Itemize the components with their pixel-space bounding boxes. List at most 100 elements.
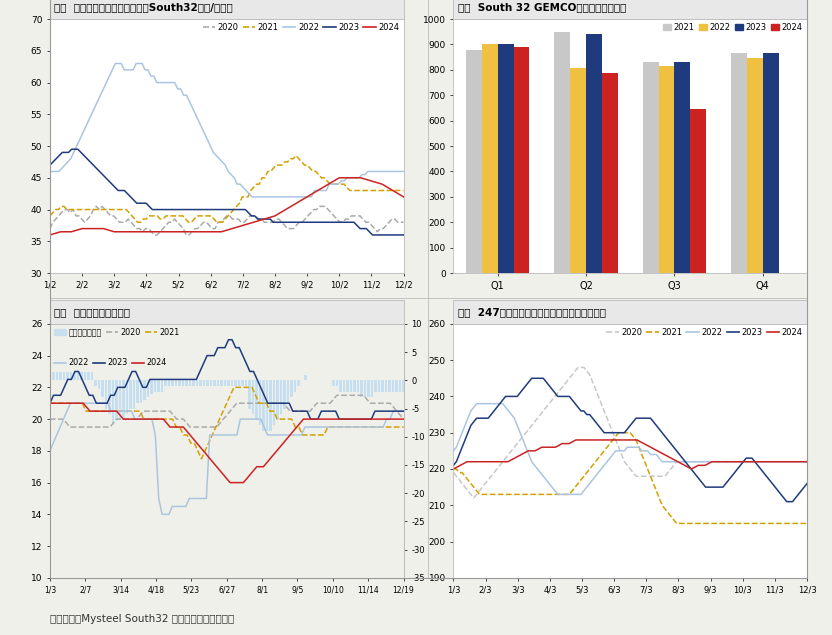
Bar: [691, 109, 706, 273]
Bar: [119, 380, 121, 420]
Legend: 2022, 2023, 2024: 2022, 2023, 2024: [51, 355, 170, 371]
Bar: [146, 380, 149, 398]
Bar: [466, 50, 482, 273]
Bar: [70, 372, 72, 380]
Bar: [498, 44, 513, 273]
Bar: [389, 380, 391, 392]
Legend: 2020, 2021, 2022, 2023, 2024: 2020, 2021, 2022, 2023, 2024: [199, 20, 403, 36]
Bar: [252, 380, 254, 414]
Bar: [178, 380, 181, 386]
Bar: [81, 372, 82, 380]
Legend: 2020, 2021, 2022, 2023, 2024: 2020, 2021, 2022, 2023, 2024: [602, 324, 806, 340]
Bar: [364, 380, 366, 398]
Bar: [482, 44, 498, 273]
Bar: [164, 380, 166, 386]
Bar: [554, 32, 570, 273]
Text: 图：  South 32 GEMCO矿区产量（千吨）: 图： South 32 GEMCO矿区产量（千吨）: [458, 2, 626, 12]
Bar: [91, 372, 93, 380]
Bar: [403, 380, 404, 392]
Bar: [73, 372, 76, 380]
Bar: [168, 380, 170, 386]
Bar: [52, 372, 55, 380]
Bar: [346, 380, 349, 392]
Bar: [675, 62, 691, 273]
Bar: [59, 372, 62, 380]
Bar: [731, 53, 747, 273]
Bar: [294, 380, 296, 392]
Bar: [245, 380, 247, 386]
Bar: [105, 380, 107, 408]
Bar: [290, 380, 293, 398]
Legend: 2021, 2022, 2023, 2024: 2021, 2022, 2023, 2024: [660, 20, 806, 36]
Bar: [136, 380, 139, 403]
Bar: [248, 380, 250, 408]
Bar: [262, 380, 265, 431]
Bar: [224, 380, 226, 386]
Bar: [217, 380, 219, 386]
Bar: [747, 58, 763, 273]
Bar: [395, 380, 398, 392]
Bar: [206, 380, 209, 386]
Bar: [133, 380, 135, 408]
Bar: [200, 380, 201, 386]
Bar: [259, 380, 261, 425]
Bar: [171, 380, 174, 386]
Bar: [62, 372, 65, 380]
Bar: [126, 380, 128, 414]
Bar: [336, 380, 338, 386]
Bar: [203, 380, 206, 386]
Bar: [763, 53, 779, 273]
Bar: [196, 380, 198, 386]
Bar: [140, 380, 142, 403]
Bar: [297, 380, 300, 386]
Bar: [238, 380, 240, 386]
Bar: [339, 380, 342, 392]
Bar: [49, 372, 51, 380]
Bar: [129, 380, 131, 408]
Text: 图：  锰硅周产量（万吨）: 图： 锰硅周产量（万吨）: [54, 307, 130, 317]
Bar: [255, 380, 258, 420]
Bar: [381, 380, 384, 392]
Bar: [276, 380, 279, 420]
Bar: [602, 73, 618, 273]
Bar: [513, 48, 529, 273]
Bar: [230, 380, 233, 386]
Bar: [122, 380, 125, 420]
Bar: [111, 380, 114, 425]
Bar: [360, 380, 363, 398]
Bar: [659, 66, 675, 273]
Bar: [151, 380, 152, 394]
Bar: [189, 380, 191, 386]
Bar: [161, 380, 163, 392]
Bar: [357, 380, 359, 392]
Bar: [182, 380, 184, 386]
Bar: [175, 380, 177, 386]
Bar: [116, 380, 117, 420]
Bar: [332, 380, 334, 386]
Bar: [220, 380, 223, 386]
Bar: [570, 68, 586, 273]
Bar: [157, 380, 160, 392]
Bar: [343, 380, 345, 392]
Bar: [385, 380, 387, 392]
Bar: [266, 380, 268, 431]
Text: 数据来源：Mysteel South32 广发期货发展研究中心: 数据来源：Mysteel South32 广发期货发展研究中心: [50, 614, 234, 624]
Bar: [642, 62, 659, 273]
Bar: [102, 380, 103, 398]
Bar: [586, 34, 602, 273]
Bar: [305, 375, 307, 380]
Bar: [235, 380, 236, 386]
Bar: [354, 380, 355, 392]
Bar: [399, 380, 401, 392]
Bar: [280, 380, 282, 414]
Bar: [143, 380, 146, 400]
Bar: [374, 380, 377, 392]
Bar: [108, 380, 111, 414]
Bar: [94, 380, 97, 386]
Bar: [378, 380, 380, 392]
Bar: [368, 380, 369, 398]
Bar: [392, 380, 394, 392]
Bar: [270, 380, 271, 431]
Bar: [77, 372, 79, 380]
Bar: [98, 380, 100, 389]
